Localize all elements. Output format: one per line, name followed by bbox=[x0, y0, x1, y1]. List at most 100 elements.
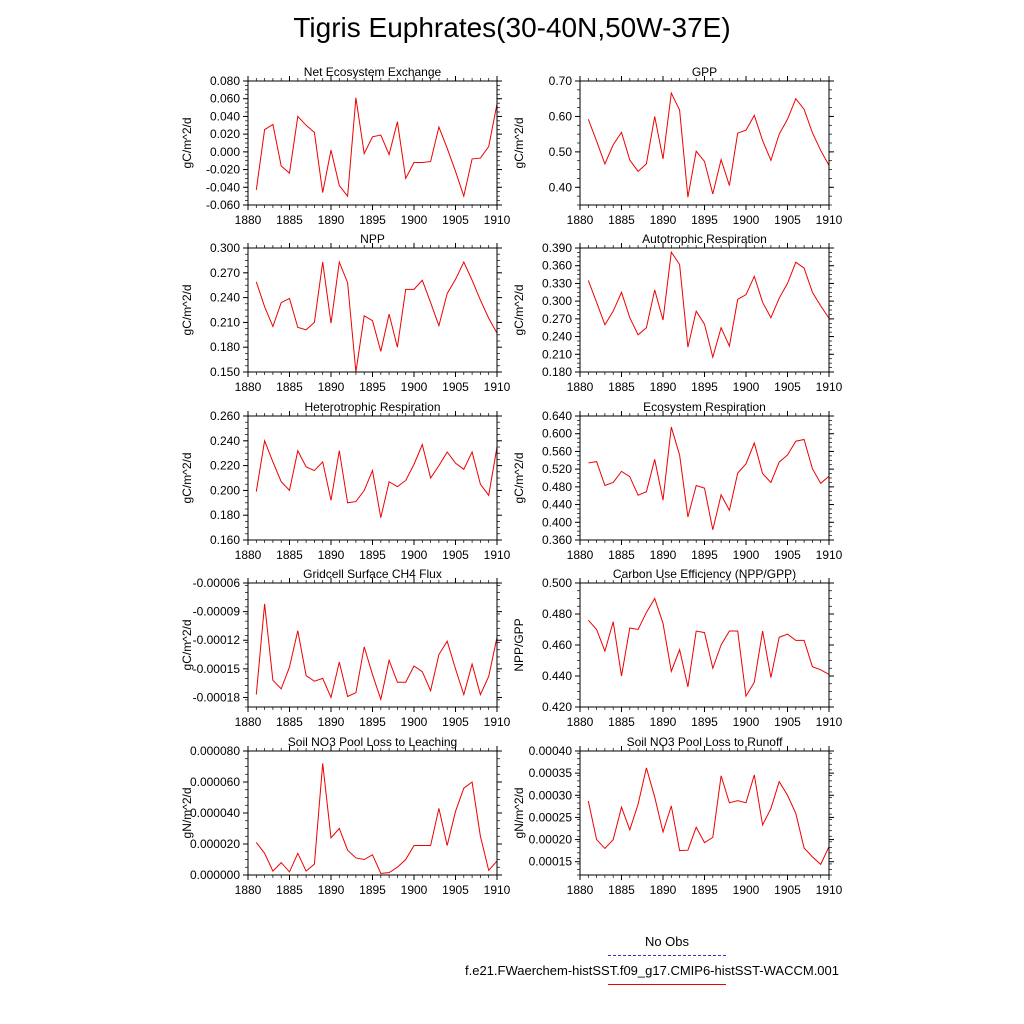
y-tick-label: 0.160 bbox=[210, 533, 240, 547]
x-tick-label: 1885 bbox=[608, 548, 635, 562]
x-tick-label: 1895 bbox=[359, 715, 386, 729]
x-tick-label: 1885 bbox=[608, 715, 635, 729]
y-tick-label: 0.00015 bbox=[529, 855, 573, 869]
y-tick-label: 0.200 bbox=[210, 483, 240, 497]
y-tick-label: 0.300 bbox=[542, 294, 572, 308]
panel-1: GPP gC/m^2/d 0.40 0.50 0.60 0.70 1880 1885 1890 1… bbox=[512, 65, 843, 227]
series-line bbox=[255, 97, 498, 199]
x-tick-label: 1885 bbox=[608, 883, 635, 897]
y-tick-label: 0.240 bbox=[210, 291, 240, 305]
x-tick-label: 1900 bbox=[733, 715, 760, 729]
y-tick-label: -0.00006 bbox=[193, 576, 241, 590]
y-tick-label: 0.500 bbox=[542, 576, 572, 590]
y-tick-label: 0.480 bbox=[542, 480, 572, 494]
y-tick-label: 0.000040 bbox=[190, 806, 240, 820]
y-tick-label: 0.360 bbox=[542, 533, 572, 547]
panel-title: Gridcell Surface CH4 Flux bbox=[303, 567, 442, 581]
x-tick-label: 1900 bbox=[401, 380, 428, 394]
y-axis-label: gN/m^2/d bbox=[512, 788, 526, 839]
y-tick-label: 0.020 bbox=[210, 127, 240, 141]
x-tick-label: 1910 bbox=[816, 715, 843, 729]
y-axis-label: gN/m^2/d bbox=[180, 788, 194, 839]
x-tick-label: 1895 bbox=[691, 715, 718, 729]
y-tick-label: 0.600 bbox=[542, 427, 572, 441]
x-tick-label: 1910 bbox=[816, 213, 843, 227]
y-axis-label: gC/m^2/d bbox=[180, 453, 194, 504]
y-tick-label: 0.480 bbox=[542, 607, 572, 621]
y-tick-label: 0.180 bbox=[542, 365, 572, 379]
y-tick-label: 0.50 bbox=[549, 145, 573, 159]
series-line bbox=[255, 260, 498, 373]
x-tick-label: 1885 bbox=[608, 380, 635, 394]
y-tick-label: 0.220 bbox=[210, 459, 240, 473]
y-tick-label: 0.270 bbox=[210, 266, 240, 280]
series-line bbox=[587, 767, 830, 866]
plot-frame bbox=[579, 582, 830, 708]
y-tick-label: 0.240 bbox=[542, 330, 572, 344]
x-tick-label: 1890 bbox=[318, 715, 345, 729]
x-tick-label: 1885 bbox=[276, 548, 303, 562]
y-tick-label: 0.180 bbox=[210, 340, 240, 354]
y-axis-label: gC/m^2/d bbox=[180, 285, 194, 336]
x-tick-label: 1885 bbox=[276, 715, 303, 729]
y-tick-label: 0.000060 bbox=[190, 775, 240, 789]
y-tick-label: 0.330 bbox=[542, 276, 572, 290]
x-tick-label: 1895 bbox=[359, 380, 386, 394]
x-tick-label: 1880 bbox=[567, 213, 594, 227]
y-tick-label: 0.560 bbox=[542, 444, 572, 458]
y-tick-label: 0.00035 bbox=[529, 766, 573, 780]
y-tick-label: -0.00015 bbox=[193, 662, 241, 676]
x-tick-label: 1910 bbox=[484, 883, 511, 897]
y-tick-label: 0.70 bbox=[549, 74, 573, 88]
x-tick-label: 1880 bbox=[235, 380, 262, 394]
plot-frame bbox=[247, 247, 498, 373]
panel-9: Soil NO3 Pool Loss to RunoffgN/m^2/d0.00… bbox=[512, 735, 843, 897]
x-tick-label: 1905 bbox=[442, 380, 469, 394]
legend-line-model bbox=[608, 984, 726, 985]
x-tick-label: 1900 bbox=[401, 883, 428, 897]
panel-7: Carbon Use Efficiency (NPP/GPP) NPP/GPP 0.… bbox=[512, 567, 843, 729]
x-tick-label: 1895 bbox=[359, 548, 386, 562]
x-tick-label: 1885 bbox=[276, 883, 303, 897]
y-tick-label: -0.00012 bbox=[193, 633, 241, 647]
y-tick-label: 0.000000 bbox=[190, 868, 240, 882]
y-tick-label: -0.060 bbox=[206, 198, 240, 212]
legend-label-obs: No Obs bbox=[644, 934, 690, 949]
x-tick-label: 1905 bbox=[774, 380, 801, 394]
y-tick-label: 0.180 bbox=[210, 508, 240, 522]
plot-frame bbox=[579, 247, 830, 373]
y-tick-label: 0.260 bbox=[210, 409, 240, 423]
x-tick-label: 1880 bbox=[235, 883, 262, 897]
x-tick-label: 1905 bbox=[774, 548, 801, 562]
y-tick-label: 0.440 bbox=[542, 498, 572, 512]
y-tick-label: 0.000080 bbox=[190, 744, 240, 758]
panel-4: Heterotrophic Respiration gC/m^2/d 0.160 0.… bbox=[180, 400, 511, 562]
x-tick-label: 1905 bbox=[442, 548, 469, 562]
panel-title: Carbon Use Efficiency (NPP/GPP) bbox=[613, 567, 796, 581]
x-tick-label: 1905 bbox=[774, 883, 801, 897]
x-tick-label: 1905 bbox=[774, 213, 801, 227]
x-tick-label: 1890 bbox=[318, 883, 345, 897]
x-tick-label: 1895 bbox=[359, 213, 386, 227]
y-tick-label: 0.360 bbox=[542, 259, 572, 273]
y-tick-label: 0.00040 bbox=[529, 744, 573, 758]
x-tick-label: 1910 bbox=[484, 548, 511, 562]
series-line bbox=[587, 250, 830, 360]
y-tick-label: 0.210 bbox=[210, 315, 240, 329]
y-tick-label: 0.640 bbox=[542, 409, 572, 423]
x-tick-label: 1905 bbox=[442, 715, 469, 729]
plot-frame bbox=[579, 80, 830, 206]
x-tick-label: 1900 bbox=[401, 548, 428, 562]
panel-2: NPP gC/m^2/d 0.150 0.180 0.210 0.240 0.270 0.30… bbox=[180, 232, 511, 394]
y-tick-label: 0.000020 bbox=[190, 837, 240, 851]
x-tick-label: 1910 bbox=[816, 883, 843, 897]
x-tick-label: 1890 bbox=[650, 883, 677, 897]
series-line bbox=[255, 603, 498, 702]
x-tick-label: 1910 bbox=[816, 548, 843, 562]
y-tick-label: 0.00030 bbox=[529, 788, 573, 802]
x-tick-label: 1905 bbox=[442, 883, 469, 897]
y-tick-label: -0.020 bbox=[206, 163, 240, 177]
y-axis-label: gC/m^2/d bbox=[512, 285, 526, 336]
x-tick-label: 1890 bbox=[650, 213, 677, 227]
